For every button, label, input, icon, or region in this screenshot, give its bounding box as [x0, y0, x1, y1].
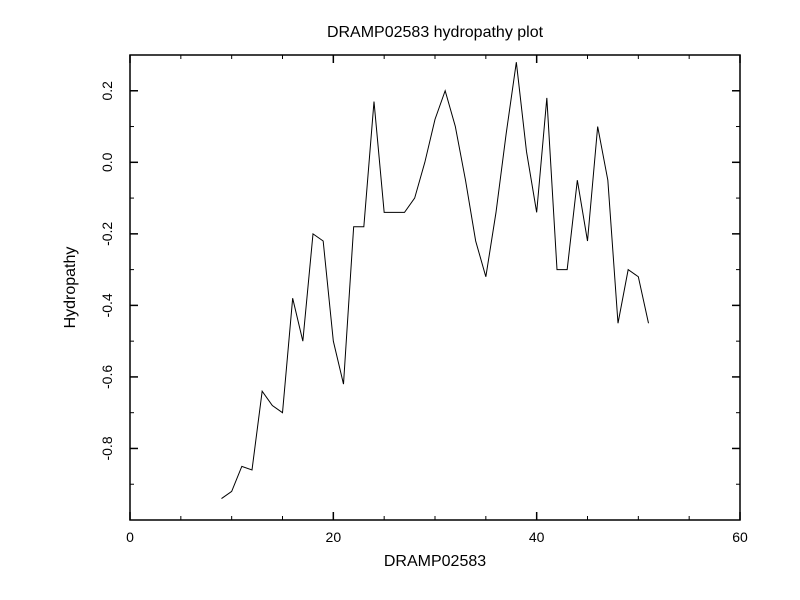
chart-container: 0 20 40 60 -0.8 -0.6 -0.4 -0.2 0.0 0.2 DRAMP02583 …: [0, 0, 800, 600]
hydropathy-chart: 0 20 40 60 -0.8 -0.6 -0.4 -0.2 0.0 0.2 DRAMP02583 …: [0, 0, 800, 600]
y-tick-label: 0.0: [99, 152, 115, 172]
y-axis-label: Hydropathy: [62, 247, 79, 329]
chart-title: DRAMP02583 hydropathy plot: [327, 24, 544, 41]
x-tick-label: 20: [326, 529, 342, 545]
y-tick-label: -0.4: [99, 293, 115, 317]
x-tick-label: 60: [732, 529, 748, 545]
x-tick-label: 0: [126, 529, 134, 545]
x-axis-label: DRAMP02583: [384, 553, 486, 570]
y-tick-label: 0.2: [99, 81, 115, 101]
y-tick-label: -0.6: [99, 365, 115, 389]
chart-background: [0, 0, 800, 600]
y-tick-label: -0.8: [99, 436, 115, 460]
x-tick-label: 40: [529, 529, 545, 545]
y-tick-label: -0.2: [99, 222, 115, 246]
